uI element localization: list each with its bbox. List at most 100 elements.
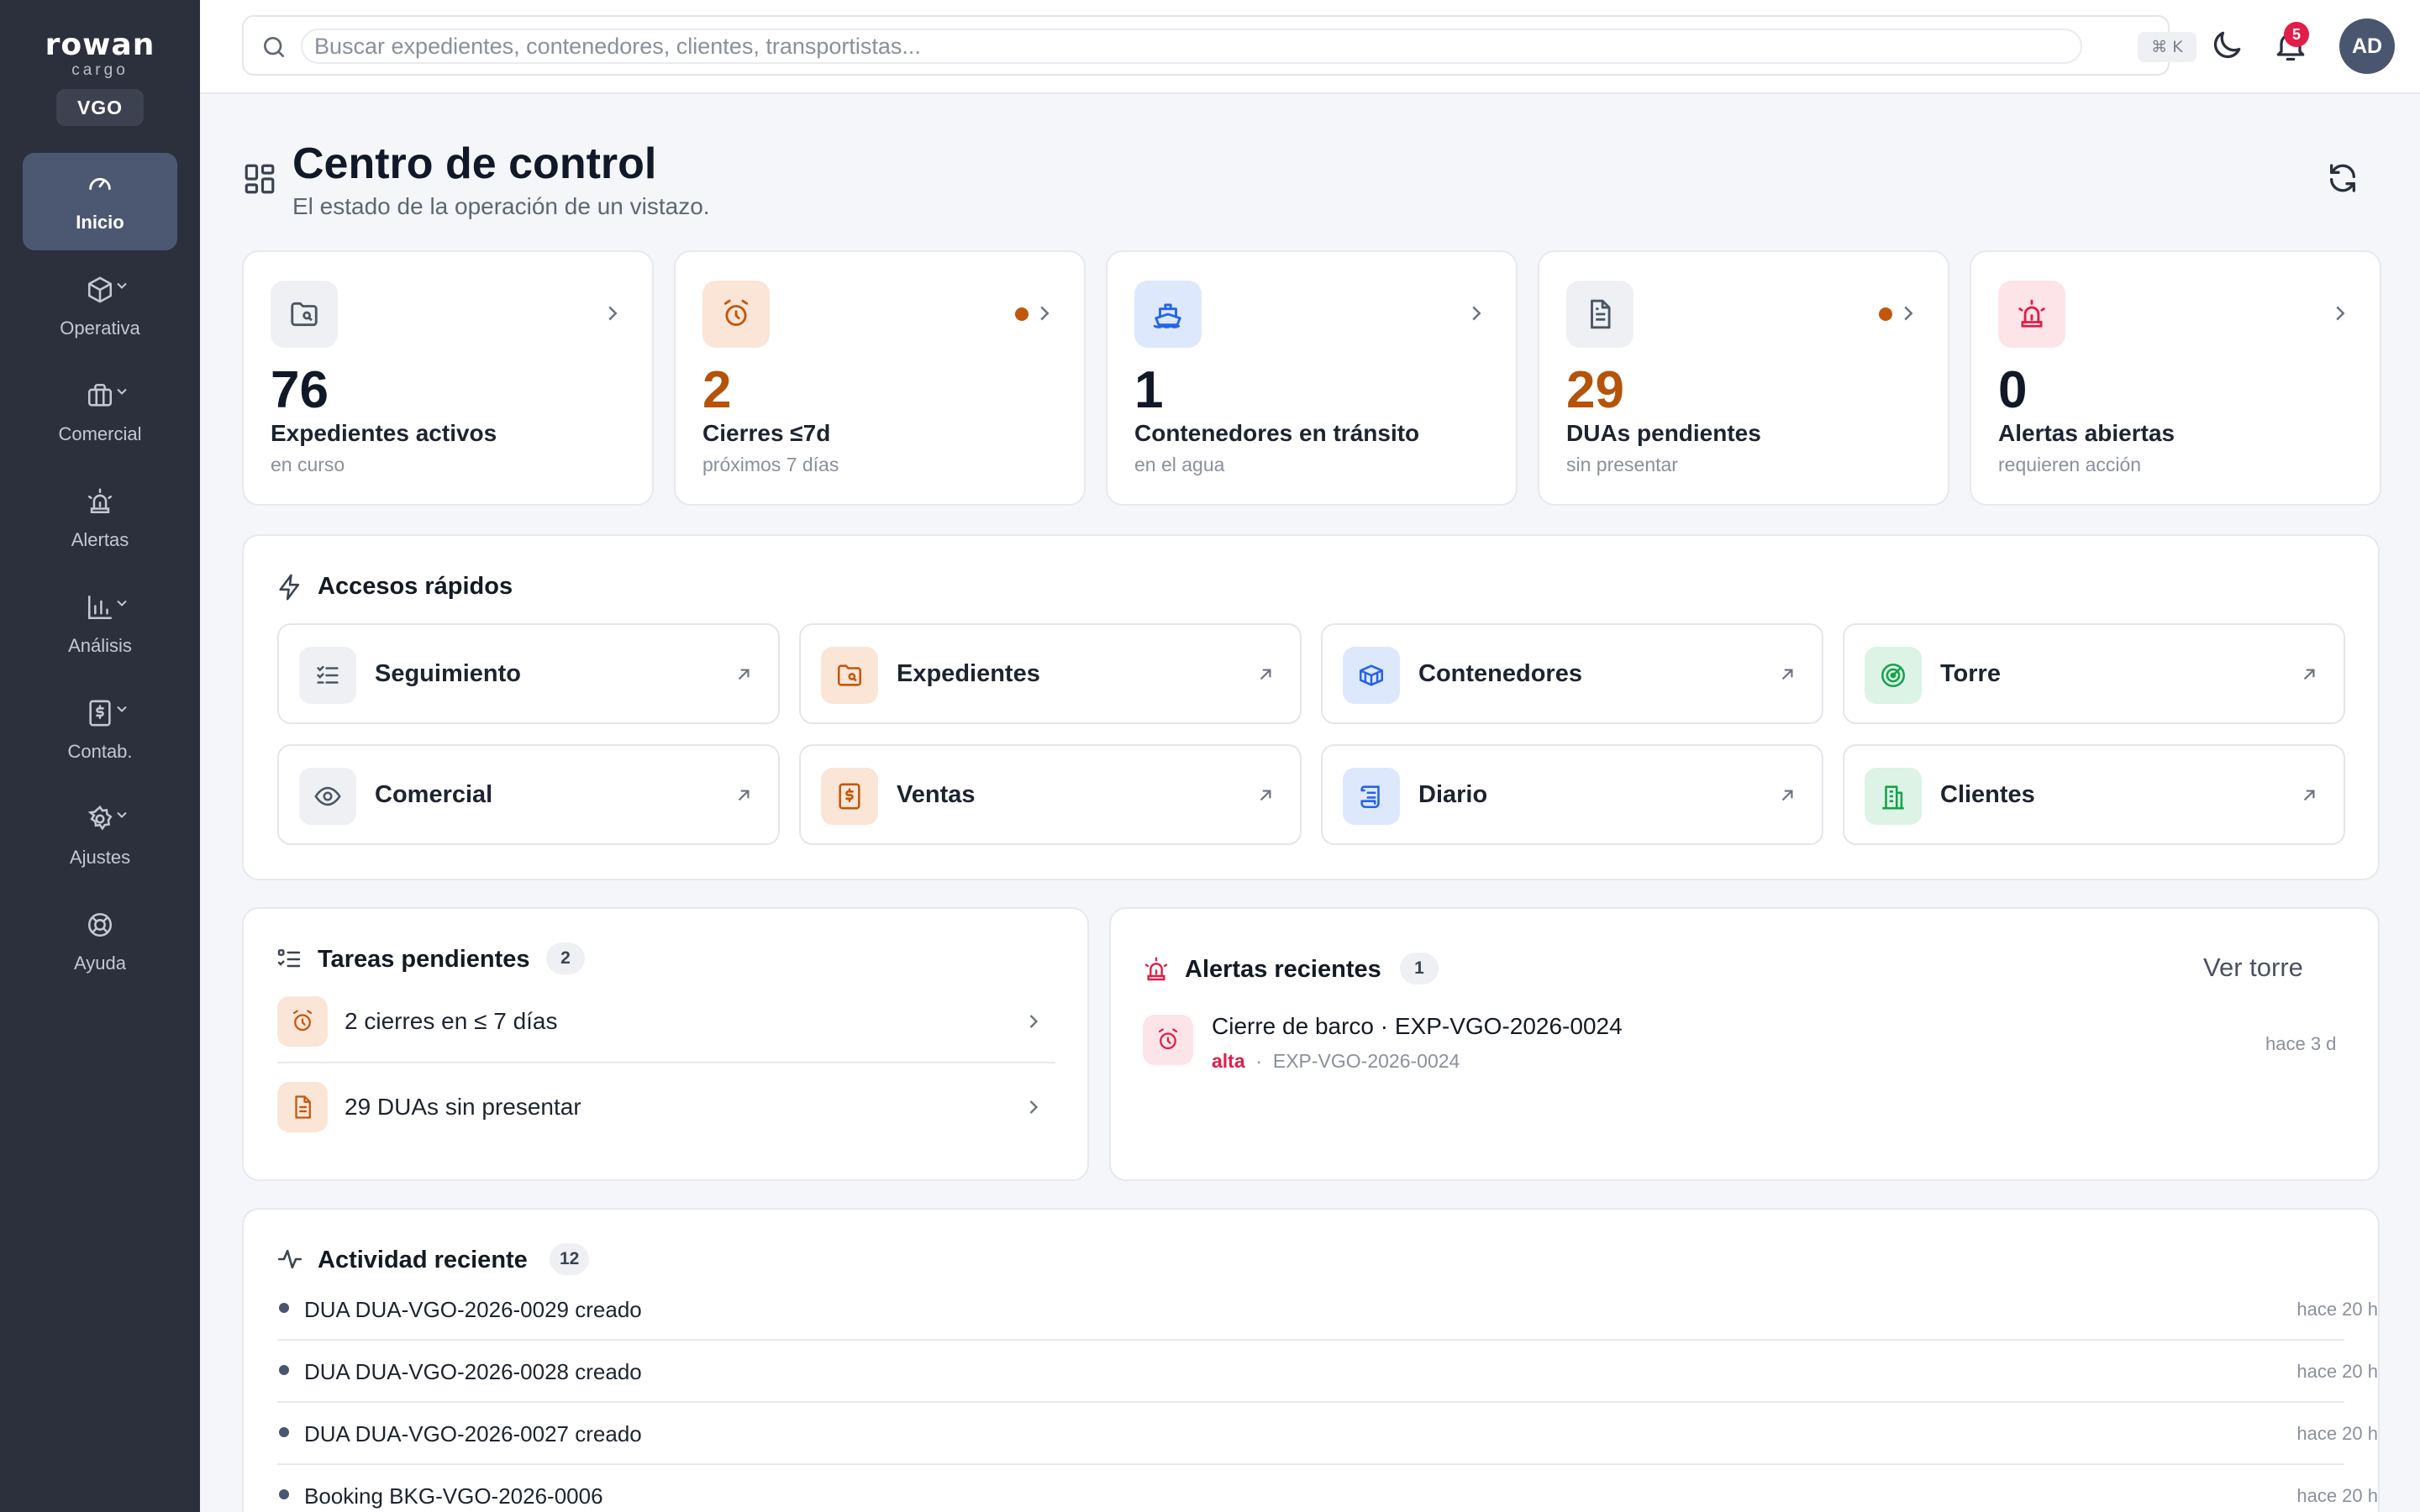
activity-time: hace 20 h [2296, 1423, 2378, 1444]
kpi-icon-box [1998, 281, 2065, 348]
activity-row[interactable]: Booking BKG-VGO-2026-0006 hace 20 h [277, 1463, 2378, 1512]
kpi-card-contenedores[interactable]: 1 Contenedores en tránsito en el agua [1106, 250, 1518, 506]
alert-icon-box [1143, 1015, 1193, 1065]
sidebar-item-inicio[interactable]: Inicio [23, 153, 177, 250]
task-label: 29 DUAs sin presentar [345, 1094, 581, 1120]
document-icon [295, 1095, 311, 1119]
bullet-dot [279, 1303, 289, 1313]
tasks-count-badge: 2 [546, 942, 585, 974]
tile-icon-box [1343, 768, 1400, 825]
kpi-value: 76 [271, 361, 329, 419]
moon-icon[interactable] [2208, 27, 2245, 64]
alert-title[interactable]: Cierre de barco · EXP-VGO-2026-0024 [1212, 1013, 1623, 1039]
refresh-icon[interactable] [2326, 161, 2360, 195]
ver-torre-button[interactable]: Ver torre [2203, 953, 2303, 982]
divider [277, 1401, 2344, 1403]
kpi-card-alertas[interactable]: 0 Alertas abiertas requieren acción [1970, 250, 2381, 506]
task-icon-box [277, 1082, 328, 1132]
quick-link-clientes[interactable]: Clientes [1843, 744, 2345, 845]
invoice-icon [89, 700, 111, 727]
activity-text: DUA DUA-VGO-2026-0028 creado [304, 1359, 642, 1384]
tasks-title: Tareas pendientes [318, 946, 530, 973]
kpi-label: Cierres ≤7d [702, 420, 831, 446]
tile-label: Diario [1418, 781, 1488, 808]
arrow-up-right-icon [738, 669, 750, 680]
receipt-icon [839, 783, 860, 810]
activity-row[interactable]: DUA DUA-VGO-2026-0028 creado hace 20 h [277, 1339, 2378, 1401]
tile-label: Torre [1940, 660, 2001, 687]
building-icon [1882, 785, 1904, 810]
ship-icon [1153, 303, 1181, 328]
kpi-label: Expedientes activos [271, 420, 497, 446]
activity-text: Booking BKG-VGO-2026-0006 [304, 1483, 603, 1509]
activity-row[interactable]: DUA DUA-VGO-2026-0029 creado hace 20 h [277, 1277, 2378, 1339]
bullet-dot [279, 1365, 289, 1375]
activity-icon [277, 1249, 302, 1269]
tile-icon-box [299, 768, 356, 825]
chevron-right-icon [1029, 1015, 1039, 1028]
kpi-sub: requieren acción [1998, 454, 2142, 475]
quick-link-torre[interactable]: Torre [1843, 623, 2345, 724]
document-icon [1591, 299, 1611, 329]
tile-label: Seguimiento [375, 660, 522, 687]
sidebar-item-operativa[interactable]: Operativa [23, 259, 177, 356]
quick-link-ventas[interactable]: Ventas [799, 744, 1302, 845]
sidebar: rowan cargo VGO Inicio Operativa Comerci… [0, 0, 200, 1512]
alarm-clock-icon [723, 299, 749, 327]
sidebar-item-label: Comercial [58, 423, 142, 444]
sidebar-item-contab[interactable]: Contab. [23, 682, 177, 780]
alert-meta: alta · EXP-VGO-2026-0024 [1212, 1050, 1460, 1072]
brand-logo[interactable]: rowan cargo [0, 30, 200, 79]
search-input[interactable] [301, 29, 2082, 64]
quick-link-diario[interactable]: Diario [1321, 744, 1823, 845]
sidebar-item-ajustes[interactable]: Ajustes [23, 788, 177, 885]
activity-title: Actividad reciente [318, 1247, 528, 1273]
arrow-up-right-icon [1260, 669, 1271, 680]
kpi-sub: en el agua [1134, 454, 1225, 475]
sidebar-item-ayuda[interactable]: Ayuda [23, 894, 177, 991]
quick-link-contenedores[interactable]: Contenedores [1321, 623, 1823, 724]
kpi-sub: en curso [271, 454, 345, 475]
activity-row[interactable]: DUA DUA-VGO-2026-0027 creado hace 20 h [277, 1401, 2378, 1463]
folder-search-icon [291, 302, 318, 327]
sidebar-item-alertas[interactable]: Alertas [23, 470, 177, 568]
alerts-panel: Alertas recientes 1 Ver torre Cierre de … [1109, 907, 2380, 1181]
quick-link-expedientes[interactable]: Expedientes [799, 623, 1302, 724]
activity-time: hace 20 h [2296, 1361, 2378, 1382]
sidebar-item-label: Alertas [71, 529, 129, 550]
task-item[interactable]: 29 DUAs sin presentar [277, 1070, 1055, 1137]
tile-icon-box [1865, 647, 1922, 704]
kpi-card-cierres[interactable]: 2 Cierres ≤7d próximos 7 días [674, 250, 1086, 506]
kpi-card-duas[interactable]: 29 DUAs pendientes sin presentar [1538, 250, 1949, 506]
eye-icon [314, 786, 341, 806]
folder-search-icon [837, 664, 862, 686]
kpi-label: Contenedores en tránsito [1134, 420, 1420, 446]
warning-dot [1015, 307, 1028, 321]
briefcase-icon [87, 383, 113, 407]
quick-link-comercial[interactable]: Comercial [277, 744, 780, 845]
sidebar-item-label: Inicio [76, 212, 124, 233]
task-item[interactable]: 2 cierres en ≤ 7 días [277, 984, 1055, 1052]
box-icon [87, 276, 113, 303]
sidebar-item-analisis[interactable]: Análisis [23, 576, 177, 674]
chevron-down-icon [117, 388, 127, 395]
activity-panel: Actividad reciente 12 DUA DUA-VGO-2026-0… [242, 1208, 2380, 1512]
quick-link-seguimiento[interactable]: Seguimiento [277, 623, 780, 724]
tile-icon-box [1865, 768, 1922, 825]
page-title: Centro de control [292, 139, 657, 188]
alarm-clock-icon [1158, 1028, 1178, 1050]
sidebar-item-comercial[interactable]: Comercial [23, 365, 177, 462]
container-icon [1359, 664, 1384, 686]
avatar[interactable]: AD [2339, 18, 2395, 74]
chevron-down-icon [117, 811, 127, 818]
tile-label: Comercial [375, 781, 493, 808]
kpi-card-expedientes[interactable]: 76 Expedientes activos en curso [242, 250, 654, 506]
divider [277, 1062, 1055, 1063]
search-bar[interactable]: ⌘ K [242, 15, 2196, 76]
site-selector[interactable]: VGO [56, 89, 144, 126]
kpi-value: 0 [1998, 361, 2028, 419]
kpi-label: Alertas abiertas [1998, 420, 2175, 446]
kpi-value: 29 [1566, 361, 1624, 419]
arrow-up-right-icon [1260, 790, 1271, 801]
scroll-icon [1360, 785, 1380, 809]
